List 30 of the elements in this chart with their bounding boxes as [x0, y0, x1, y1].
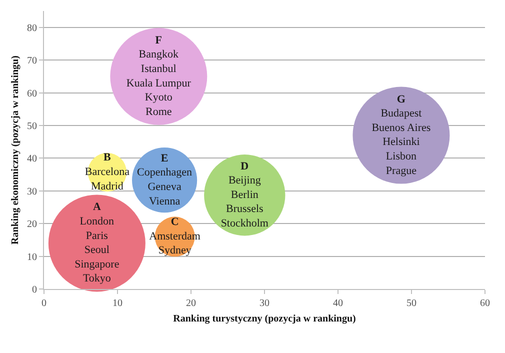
data-label: Beijing Berlin Brussels Stockholm: [220, 174, 269, 230]
data-label: London Paris Seoul Singapore Tokyo: [74, 216, 120, 285]
x-tick-label: 0: [42, 298, 46, 309]
x-tick-label: 50: [406, 298, 416, 309]
series-label: F: [155, 34, 162, 46]
y-tick-label: 70: [27, 56, 37, 67]
y-tick-label: 10: [27, 252, 37, 263]
data-label: Budapest Buenos Aires Helsinki Lisbon Prague: [372, 108, 431, 177]
data-label: Copenhagen Geneva Vienna: [137, 166, 193, 208]
series-label: B: [104, 152, 112, 164]
series-label: E: [160, 152, 168, 164]
x-tick-label: 20: [186, 298, 196, 309]
y-tick-label: 0: [32, 284, 37, 296]
y-tick-label: 80: [27, 22, 37, 34]
y-tick-label: 30: [27, 186, 37, 198]
series-label: C: [170, 216, 179, 228]
y-axis-title: Ranking ekonomiczny (pozycja w rankingu): [10, 56, 21, 244]
series-label: A: [92, 201, 101, 214]
x-tick-label: 30: [260, 298, 270, 309]
y-tick-label: 20: [27, 219, 37, 230]
y-tick-label: 40: [27, 154, 37, 165]
series-label: D: [240, 160, 249, 172]
x-axis-title: Ranking turystyczny (pozycja w rankingu): [173, 314, 356, 324]
x-tick-label: 40: [333, 298, 343, 309]
data-label: Bangkok Istanbul Kuala Lumpur Kyoto Rome: [126, 48, 192, 118]
series-label: G: [396, 93, 406, 106]
y-tick-label: 50: [27, 120, 37, 132]
x-tick-label: 10: [112, 298, 122, 309]
y-tick-label: 60: [27, 88, 37, 100]
x-tick-label: 60: [480, 298, 490, 309]
